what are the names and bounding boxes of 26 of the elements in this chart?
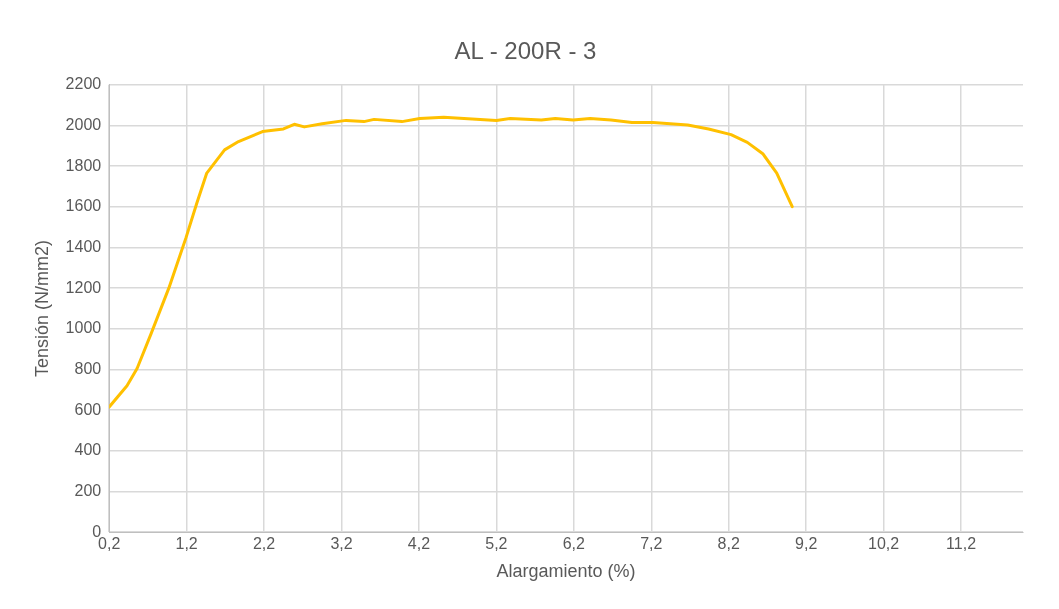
y-tick-label: 2200 (65, 75, 102, 93)
x-tick-label: 3,2 (330, 535, 353, 553)
x-tick-label: 9,2 (795, 535, 818, 553)
y-tick-label: 1200 (65, 278, 102, 296)
y-tick-label: 1000 (65, 319, 102, 337)
x-tick-label: 11,2 (946, 535, 977, 553)
x-tick-label: 5,2 (485, 535, 508, 553)
x-tick-label: 6,2 (562, 535, 586, 553)
x-tick-label: 0,2 (98, 535, 121, 553)
x-tick-label: 4,2 (407, 535, 431, 553)
x-tick-label: 10,2 (868, 535, 900, 553)
x-tick-label: 1,2 (175, 535, 198, 553)
y-axis-title: Tensión (N/mm2) (31, 239, 52, 378)
y-tick-label: 1600 (65, 197, 102, 215)
x-tick-label: 2,2 (252, 535, 276, 553)
y-tick-label: 600 (74, 400, 102, 418)
x-axis-title: Alargamiento (%) (496, 561, 636, 582)
y-tick-label: 2000 (65, 115, 102, 133)
y-tick-label: 400 (74, 441, 102, 459)
y-tick-label: 1400 (65, 237, 102, 255)
y-tick-label: 200 (74, 481, 102, 499)
x-tick-label: 7,2 (640, 535, 663, 553)
chart-title: AL - 200R - 3 (454, 37, 597, 65)
y-tick-label: 1800 (65, 156, 102, 174)
y-tick-label: 800 (74, 359, 102, 377)
x-tick-label: 8,2 (717, 535, 740, 553)
